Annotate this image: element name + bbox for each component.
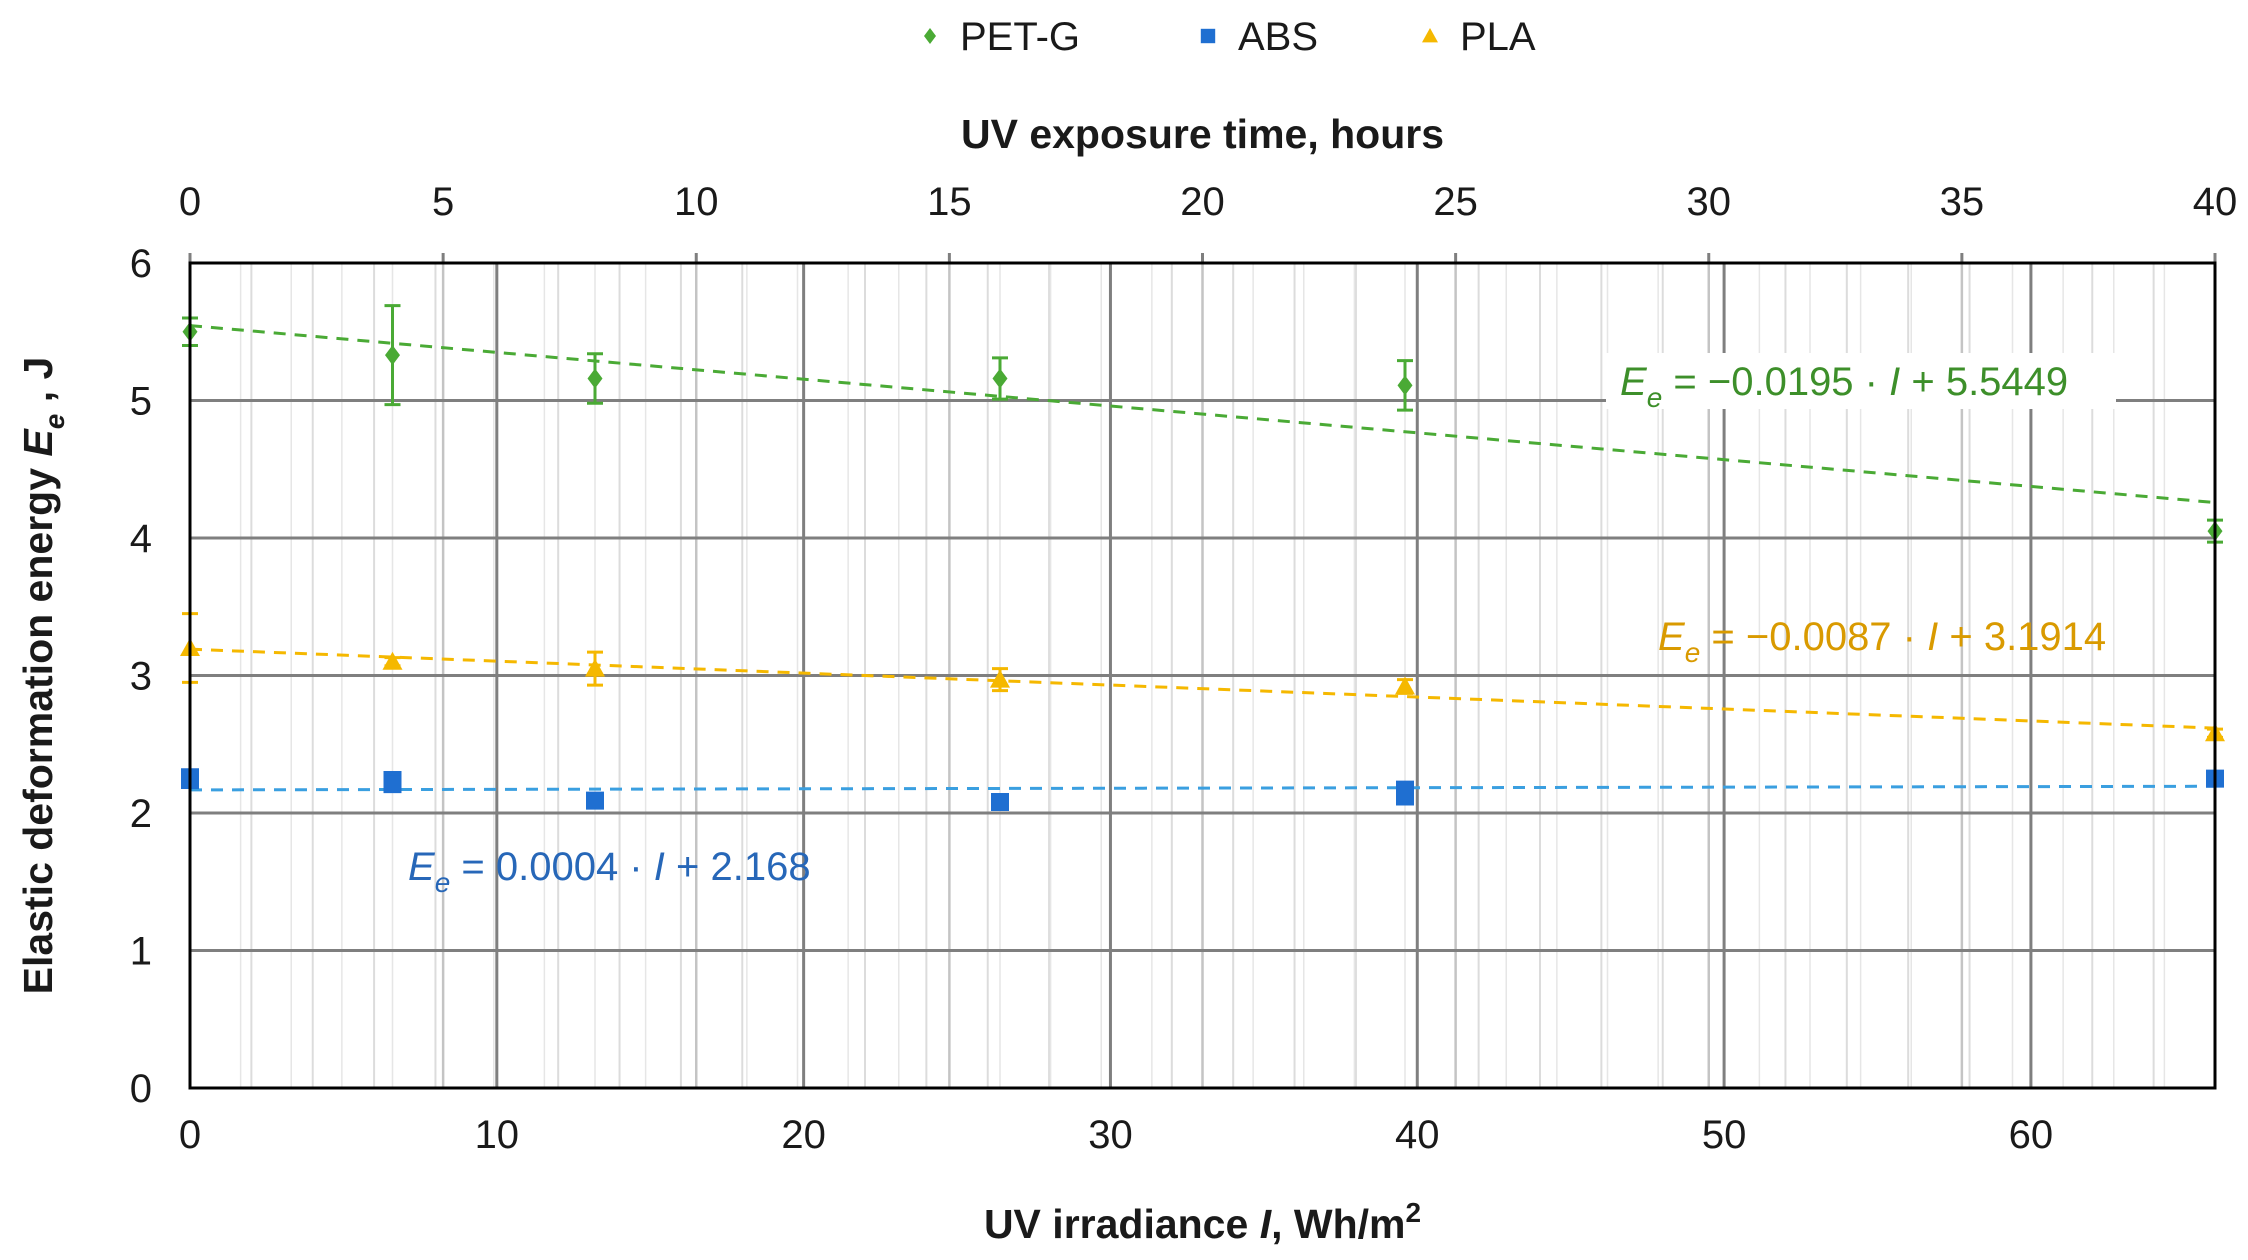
x2-tick-label: 5	[432, 180, 454, 224]
x-axis-label: UV irradiance I, Wh/m2	[984, 1197, 1421, 1247]
y-tick-label: 3	[130, 655, 152, 699]
x2-tick-label: 30	[1687, 180, 1732, 224]
pla-trendline	[189, 647, 2216, 730]
pla-data-point	[382, 651, 403, 670]
x-tick-label: 0	[179, 1113, 201, 1157]
petg-trend-equation: Ee = −0.0195 · I + 5.5449	[1620, 360, 2068, 413]
legend-label: PLA	[1460, 15, 1536, 59]
tick-labels: 0 10 20 30 40 50 60 0 5 10 15 20 25 30 35 40 0 1 2 3 4 5 6	[130, 180, 2238, 1157]
y-tick-label: 6	[130, 242, 152, 286]
abs-data-point	[1396, 787, 1414, 806]
y-tick-label: 2	[130, 792, 152, 836]
abs-trendline	[189, 784, 2216, 792]
x2-tick-label: 0	[179, 180, 201, 224]
legend-marker	[1422, 28, 1438, 43]
x2-tick-label: 10	[674, 180, 719, 224]
x-tick-label: 60	[2009, 1113, 2054, 1157]
abs-data-point	[991, 793, 1009, 811]
abs-data-point	[586, 791, 604, 810]
abs-data-point	[383, 775, 402, 794]
legend-item-petg: PET-G	[924, 15, 1080, 59]
legend-marker	[924, 28, 936, 44]
petg-data-point	[587, 368, 603, 389]
x2-tick-label: 35	[1940, 180, 1985, 224]
axis-labels: UV irradiance I, Wh/m2 UV exposure time, …	[15, 111, 1444, 1247]
pla-trend-equation: Ee = −0.0087 · I + 3.1914	[1658, 615, 2106, 668]
x-tick-label: 40	[1395, 1113, 1440, 1157]
equation-background	[1606, 353, 2116, 409]
plot-area-border	[188, 261, 2217, 1090]
x2-tick-label: 40	[2193, 180, 2238, 224]
x2-tick-label: 15	[927, 180, 972, 224]
legend-item-abs: ABS	[1200, 15, 1318, 59]
legend: PET-G ABS PLA	[924, 15, 1536, 59]
x-tick-label: 50	[1702, 1113, 1747, 1157]
petg-trendline	[189, 324, 2216, 505]
petg-data-point	[385, 345, 400, 366]
x2-tick-label: 20	[1180, 180, 1225, 224]
pla-data-point	[990, 669, 1010, 688]
legend-label: ABS	[1238, 15, 1318, 59]
y-axis-label: Elastic deformation energy Ee , J	[15, 357, 70, 995]
y-tick-label: 4	[130, 517, 152, 561]
pla-data-point	[585, 658, 605, 677]
x2-tick-label: 25	[1433, 180, 1478, 224]
legend-marker	[1200, 28, 1216, 44]
petg-data-point	[1397, 375, 1413, 396]
petg-data-point	[992, 368, 1008, 389]
trendlines	[189, 324, 2216, 792]
y-tick-label: 1	[130, 930, 152, 974]
x-tick-label: 30	[1088, 1113, 1133, 1157]
x-tick-label: 10	[475, 1113, 520, 1157]
abs-trend-equation: Ee = 0.0004 · I + 2.168	[408, 845, 811, 898]
pla-data-point	[1395, 676, 1415, 695]
y-tick-label: 0	[130, 1067, 152, 1111]
legend-label: PET-G	[960, 15, 1080, 59]
y-tick-label: 5	[130, 380, 152, 424]
legend-item-pla: PLA	[1422, 15, 1536, 59]
x2-axis-label: UV exposure time, hours	[961, 111, 1444, 157]
x-tick-label: 20	[781, 1113, 826, 1157]
trendline-equations: Ee = −0.0195 · I + 5.5449 Ee = 0.0004 · I…	[408, 353, 2116, 898]
